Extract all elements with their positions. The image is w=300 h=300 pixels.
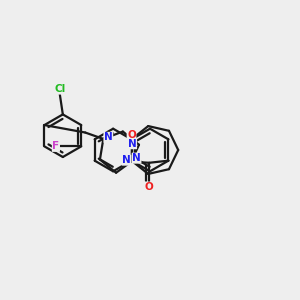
Text: N: N: [132, 153, 141, 163]
Text: O: O: [127, 130, 136, 140]
Text: N: N: [104, 132, 113, 142]
Text: Cl: Cl: [54, 84, 65, 94]
Text: F: F: [52, 141, 59, 152]
Text: O: O: [145, 182, 154, 192]
Text: N: N: [122, 155, 131, 165]
Text: N: N: [128, 139, 136, 149]
